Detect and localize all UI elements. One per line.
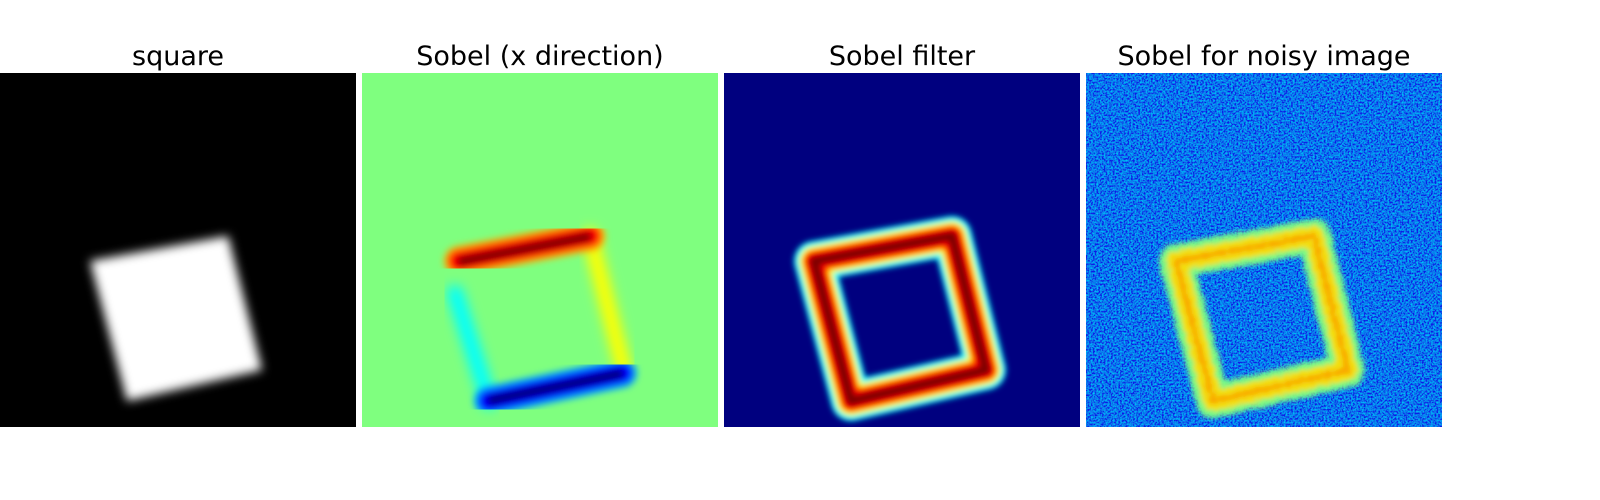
panel-sobel-x: Sobel (x direction) <box>362 0 718 430</box>
sobel-filter-image <box>724 73 1080 427</box>
sobel-noisy-image <box>1086 73 1442 427</box>
panel-square: square <box>0 0 356 430</box>
square-image <box>0 73 356 427</box>
sobel-noisy-ring <box>1159 219 1365 418</box>
panel-sobel-noisy: Sobel for noisy image <box>1086 0 1442 430</box>
panel-title-sobel-x: Sobel (x direction) <box>416 41 664 72</box>
sobel-x-left-edge <box>447 285 497 409</box>
sobel-x-image <box>362 73 718 427</box>
panel-title-square: square <box>132 41 224 72</box>
panel-sobel-filter: Sobel filter <box>724 0 1080 430</box>
sobel-filter-ring <box>794 216 1006 421</box>
sobel-x-top-edge <box>444 221 605 276</box>
panel-title-sobel-filter: Sobel filter <box>828 41 976 72</box>
sobel-x-bottom-edge <box>474 358 637 416</box>
blurred-square <box>90 236 262 401</box>
sobel-x-right-edge <box>582 228 632 378</box>
panel-title-sobel-noisy: Sobel for noisy image <box>1117 41 1411 72</box>
